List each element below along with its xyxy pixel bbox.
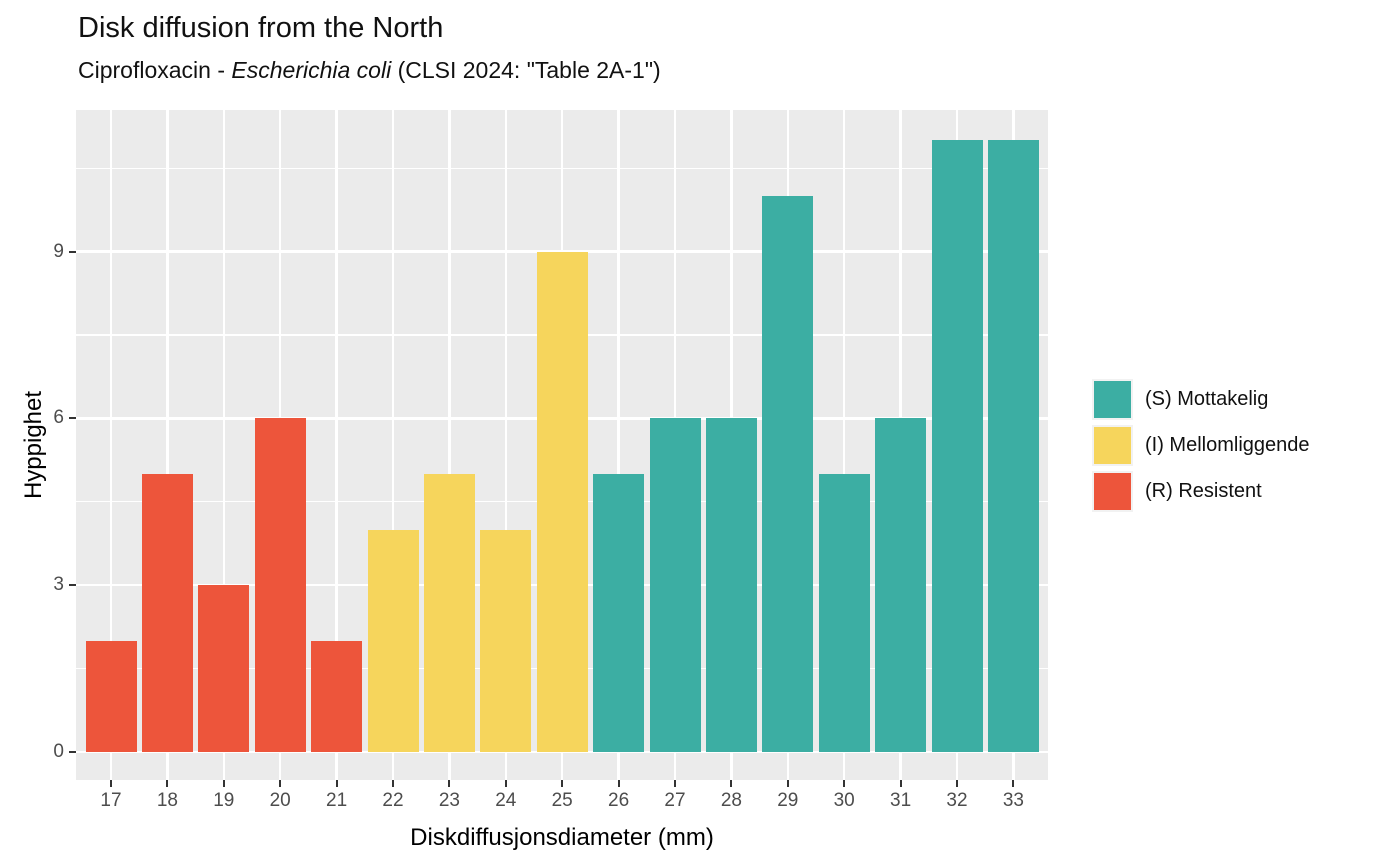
x-tick-mark-25	[561, 780, 564, 787]
bar-26mm	[593, 474, 645, 752]
x-tick-label-20: 20	[269, 790, 291, 811]
y-tick-mark-9	[69, 250, 76, 253]
y-tick-mark-3	[69, 584, 76, 587]
bar-24mm	[480, 529, 532, 752]
x-tick-mark-32	[956, 780, 958, 787]
x-gridline-23	[448, 110, 451, 780]
x-tick-label-18: 18	[156, 790, 178, 811]
legend-swatch-R	[1094, 473, 1131, 510]
y-tick-label-3: 3	[53, 574, 64, 596]
x-gridline-18	[166, 110, 169, 780]
bar-32mm	[931, 140, 983, 752]
bar-18mm	[141, 474, 193, 752]
x-tick-mark-33	[1012, 780, 1015, 787]
bar-30mm	[818, 474, 870, 752]
x-gridline-22	[391, 110, 395, 780]
plot-panel	[76, 110, 1048, 780]
legend: (S) Mottakelig (I) Mellomliggende (R) Resi…	[1092, 379, 1310, 517]
x-tick-label-32: 32	[946, 790, 968, 811]
chart-subtitle: Ciprofloxacin - Escherichia coli (CLSI 2…	[78, 57, 661, 84]
x-tick-label-17: 17	[100, 790, 122, 811]
x-tick-mark-27	[674, 780, 676, 787]
x-tick-mark-17	[110, 780, 112, 787]
x-tick-label-25: 25	[551, 790, 573, 811]
legend-item-S: (S) Mottakelig	[1092, 379, 1310, 420]
x-tick-label-30: 30	[833, 790, 855, 811]
x-gridline-19	[222, 110, 225, 780]
bar-22mm	[367, 529, 419, 752]
y-tick-label-0: 0	[53, 741, 64, 762]
legend-item-R: (R) Resistent	[1092, 471, 1310, 512]
x-tick-mark-23	[448, 780, 451, 787]
legend-key-S	[1092, 379, 1133, 420]
y-tick-mark-6	[69, 417, 76, 420]
bar-25mm	[536, 251, 588, 752]
legend-swatch-I	[1094, 427, 1131, 464]
x-gridline-21	[335, 110, 338, 780]
bar-29mm	[762, 196, 814, 752]
x-tick-label-19: 19	[213, 790, 235, 811]
x-gridline-26	[617, 110, 620, 780]
legend-key-R	[1092, 471, 1133, 512]
x-tick-label-27: 27	[664, 790, 686, 811]
x-tick-label-33: 33	[1002, 790, 1024, 811]
x-gridline-24	[504, 110, 507, 780]
bar-33mm	[987, 140, 1039, 752]
subtitle-prefix: Ciprofloxacin -	[78, 57, 232, 83]
bar-27mm	[649, 418, 701, 752]
x-tick-label-22: 22	[382, 790, 404, 811]
x-tick-label-21: 21	[326, 790, 348, 811]
bar-28mm	[705, 418, 757, 752]
legend-label-I: (I) Mellomliggende	[1145, 434, 1310, 456]
x-tick-mark-29	[786, 780, 789, 787]
x-tick-label-23: 23	[438, 790, 460, 811]
bar-31mm	[875, 418, 927, 752]
bar-20mm	[254, 418, 306, 752]
x-tick-mark-19	[222, 780, 225, 787]
y-major-gridline-0	[76, 750, 1048, 754]
chart-title: Disk diffusion from the North	[78, 12, 444, 44]
legend-key-I	[1092, 425, 1133, 466]
x-tick-mark-22	[392, 780, 394, 787]
y-minor-gridline-10.5	[76, 167, 1048, 169]
x-tick-mark-28	[730, 780, 733, 787]
subtitle-suffix: (CLSI 2024: "Table 2A-1")	[391, 57, 661, 83]
y-tick-label-9: 9	[53, 240, 64, 262]
x-tick-label-28: 28	[720, 790, 742, 811]
x-gridline-17	[109, 110, 113, 780]
x-tick-mark-21	[335, 780, 338, 787]
x-tick-label-31: 31	[890, 790, 912, 811]
bar-21mm	[311, 640, 363, 752]
bar-19mm	[198, 585, 250, 752]
x-tick-label-29: 29	[777, 790, 799, 811]
x-tick-mark-31	[899, 780, 902, 787]
legend-swatch-S	[1094, 381, 1131, 418]
x-tick-mark-24	[504, 780, 507, 787]
subtitle-species-italic: Escherichia coli	[231, 57, 392, 83]
x-axis-title: Diskdiffusjonsdiameter (mm)	[410, 824, 714, 851]
x-gridline-30	[843, 110, 846, 780]
x-tick-mark-18	[166, 780, 169, 787]
x-tick-mark-30	[843, 780, 846, 787]
y-tick-mark-0	[69, 751, 76, 753]
bar-23mm	[423, 474, 475, 752]
x-tick-label-24: 24	[495, 790, 517, 811]
y-tick-label-6: 6	[53, 407, 64, 429]
x-tick-mark-26	[617, 780, 620, 787]
x-tick-mark-20	[279, 780, 282, 787]
legend-label-S: (S) Mottakelig	[1145, 388, 1269, 410]
x-tick-label-26: 26	[608, 790, 630, 811]
legend-item-I: (I) Mellomliggende	[1092, 425, 1310, 466]
bar-17mm	[85, 640, 137, 752]
legend-label-R: (R) Resistent	[1145, 480, 1262, 502]
